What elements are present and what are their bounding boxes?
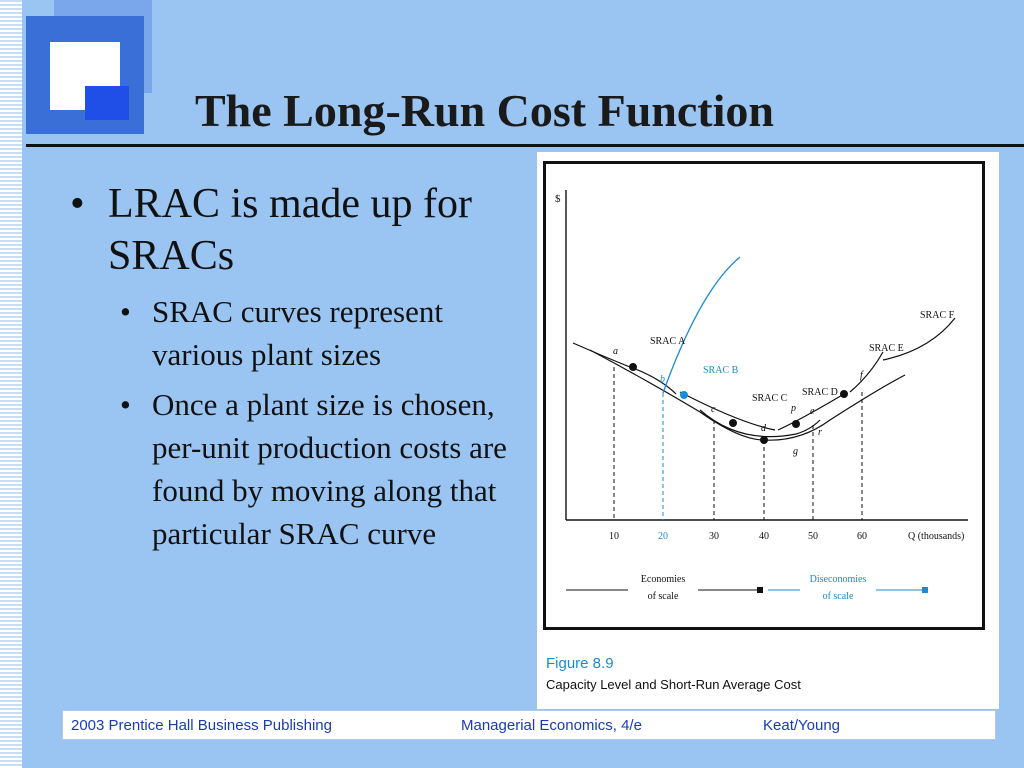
figure-frame <box>543 161 985 630</box>
x-tick-50: 50 <box>808 531 818 542</box>
figure-caption: Capacity Level and Short-Run Average Cos… <box>546 677 801 692</box>
decorative-stripe <box>0 0 22 768</box>
sub-bullet-dot: • <box>120 294 131 329</box>
sub-bullet-text: Once a plant size is chosen, per-unit pr… <box>152 387 507 551</box>
bullet-item: • LRAC is made up for SRACs <box>70 178 520 282</box>
x-tick-10: 10 <box>609 531 619 542</box>
x-tick-30: 30 <box>709 531 719 542</box>
x-axis-label: Q (thousands) <box>908 531 964 542</box>
figure-number: Figure 8.9 <box>546 655 614 672</box>
diseconomies-label-line2: of scale <box>823 591 854 602</box>
curve-label-srac-f: SRAC F <box>920 310 955 321</box>
point-label-b: b <box>660 374 665 385</box>
point-label-d: d <box>761 423 767 434</box>
x-tick-40: 40 <box>759 531 769 542</box>
sub-bullet-item: • SRAC curves represent various plant si… <box>120 290 520 376</box>
point-p <box>792 420 800 428</box>
sub-bullet-item: • Once a plant size is chosen, per-unit … <box>120 383 520 555</box>
curve-label-srac-a: SRAC A <box>650 336 686 347</box>
bullet-text: LRAC is made up for SRACs <box>108 181 472 279</box>
srac-c-curve <box>679 391 776 431</box>
economies-arrow-head <box>757 587 763 593</box>
point-label-f: f <box>860 370 864 381</box>
point-label-c: c <box>711 404 716 415</box>
diseconomies-label-line1: Diseconomies <box>810 574 867 585</box>
point-c <box>729 419 737 427</box>
point-a <box>629 363 637 371</box>
point-label-e: e <box>810 406 815 417</box>
footer-bar: 2003 Prentice Hall Business Publishing M… <box>62 710 996 740</box>
point-d <box>760 436 768 444</box>
title-divider <box>26 144 1024 147</box>
srac-e-curve <box>849 351 884 393</box>
dashed-guides <box>613 367 863 520</box>
point-e <box>840 390 848 398</box>
diseconomies-arrow-head <box>922 587 928 593</box>
y-axis-label: $ <box>555 193 561 205</box>
bullet-dot: • <box>70 181 85 227</box>
point-b <box>680 391 688 399</box>
srac-g-curve <box>699 409 821 438</box>
srac-b-curve <box>662 256 741 394</box>
footer-publisher: 2003 Prentice Hall Business Publishing <box>71 717 332 734</box>
point-label-p: p <box>790 403 796 414</box>
footer-book: Managerial Economics, 4/e <box>461 717 642 734</box>
sub-bullet-text: SRAC curves represent various plant size… <box>152 294 443 372</box>
x-tick-20: 20 <box>658 531 668 542</box>
x-tick-60: 60 <box>857 531 867 542</box>
economies-label-line2: of scale <box>648 591 679 602</box>
sub-bullet-list: • SRAC curves represent various plant si… <box>120 290 520 555</box>
srac-d-curve <box>777 393 845 431</box>
curve-label-srac-b: SRAC B <box>703 365 739 376</box>
point-label-g: g <box>793 446 798 457</box>
curve-label-srac-e: SRAC E <box>869 343 904 354</box>
footer-authors: Keat/Young <box>763 717 841 734</box>
point-label-r: r <box>818 427 822 438</box>
point-label-a: a <box>613 346 618 357</box>
srac-f-curve <box>882 317 956 361</box>
slide-title: The Long-Run Cost Function <box>195 85 774 136</box>
curve-label-srac-c: SRAC C <box>752 393 788 404</box>
sub-bullet-dot: • <box>120 387 131 422</box>
bullet-list: • LRAC is made up for SRACs • SRAC curve… <box>70 178 520 562</box>
lrac-envelope <box>589 349 906 441</box>
curve-label-srac-d: SRAC D <box>802 387 838 398</box>
economies-label-line1: Economies <box>641 574 686 585</box>
logo-square-accent <box>85 86 129 120</box>
